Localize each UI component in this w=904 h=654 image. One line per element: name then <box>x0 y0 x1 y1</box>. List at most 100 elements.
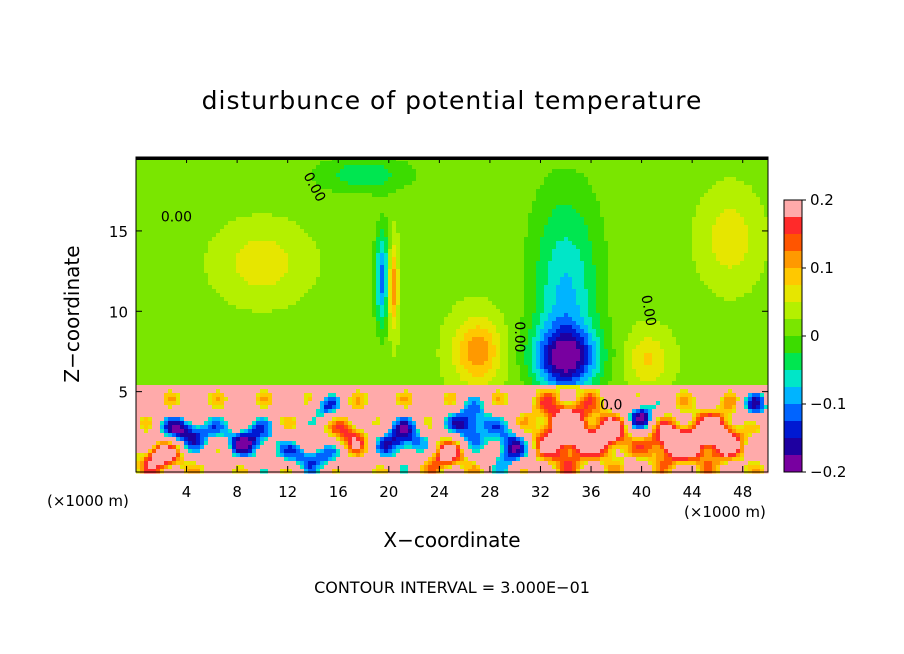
field-cell <box>392 249 397 254</box>
field-cell <box>520 201 525 206</box>
field-cell <box>572 173 577 178</box>
field-cell <box>364 269 369 274</box>
field-cell <box>672 189 677 194</box>
field-cell <box>492 233 497 238</box>
field-cell <box>536 245 541 250</box>
field-cell <box>152 273 157 278</box>
field-cell <box>592 181 597 186</box>
field-cell <box>484 245 489 250</box>
field-cell <box>476 257 481 262</box>
field-cell <box>696 221 701 226</box>
field-cell <box>512 209 517 214</box>
field-cell <box>536 225 541 230</box>
field-cell <box>500 217 505 222</box>
field-cell <box>244 201 249 206</box>
field-cell <box>484 181 489 186</box>
field-cell <box>696 217 701 222</box>
field-cell <box>676 185 681 190</box>
field-cell <box>372 209 377 214</box>
field-cell <box>296 221 301 226</box>
field-cell <box>760 161 765 166</box>
field-cell <box>228 185 233 190</box>
field-cell <box>496 249 501 254</box>
field-cell <box>140 249 145 254</box>
field-cell <box>436 253 441 258</box>
field-cell <box>384 169 389 174</box>
field-cell <box>760 245 765 250</box>
field-cell <box>564 185 569 190</box>
field-cell <box>568 209 573 214</box>
field-cell <box>532 193 537 198</box>
field-cell <box>460 245 465 250</box>
field-cell <box>372 169 377 174</box>
field-cell <box>192 165 197 170</box>
field-cell <box>704 257 709 262</box>
field-cell <box>692 233 697 238</box>
field-cell <box>300 261 305 266</box>
field-cell <box>468 169 473 174</box>
field-cell <box>244 277 249 282</box>
field-cell <box>276 161 281 166</box>
field-cell <box>156 237 161 242</box>
field-cell <box>212 185 217 190</box>
field-cell <box>468 197 473 202</box>
field-cell <box>696 201 701 206</box>
field-cell <box>440 221 445 226</box>
field-cell <box>340 237 345 242</box>
field-cell <box>148 237 153 242</box>
field-cell <box>244 249 249 254</box>
field-cell <box>548 237 553 242</box>
field-cell <box>356 217 361 222</box>
field-cell <box>204 173 209 178</box>
field-cell <box>432 229 437 234</box>
field-cell <box>468 201 473 206</box>
field-cell <box>320 197 325 202</box>
field-cell <box>432 189 437 194</box>
field-cell <box>276 169 281 174</box>
field-cell <box>364 221 369 226</box>
field-cell <box>720 177 725 182</box>
field-cell <box>492 217 497 222</box>
field-cell <box>320 265 325 270</box>
field-cell <box>708 265 713 270</box>
field-cell <box>608 261 613 266</box>
field-cell <box>136 205 141 210</box>
field-cell <box>296 257 301 262</box>
field-cell <box>488 161 493 166</box>
field-cell <box>624 233 629 238</box>
field-cell <box>480 205 485 210</box>
field-cell <box>296 161 301 166</box>
field-cell <box>732 269 737 274</box>
field-cell <box>180 253 185 258</box>
field-cell <box>496 205 501 210</box>
field-cell <box>636 209 641 214</box>
field-cell <box>304 189 309 194</box>
field-cell <box>724 221 729 226</box>
field-cell <box>196 193 201 198</box>
field-cell <box>512 193 517 198</box>
field-cell <box>168 201 173 206</box>
field-cell <box>728 249 733 254</box>
field-cell <box>212 221 217 226</box>
field-cell <box>296 281 301 286</box>
field-cell <box>504 253 509 258</box>
field-cell <box>428 209 433 214</box>
field-cell <box>728 181 733 186</box>
field-cell <box>140 213 145 218</box>
field-cell <box>732 237 737 242</box>
field-cell <box>692 229 697 234</box>
field-cell <box>360 273 365 278</box>
field-cell <box>156 173 161 178</box>
field-cell <box>624 237 629 242</box>
field-cell <box>600 205 605 210</box>
field-cell <box>568 217 573 222</box>
field-cell <box>684 253 689 258</box>
field-cell <box>296 265 301 270</box>
field-cell <box>604 221 609 226</box>
field-cell <box>592 265 597 270</box>
field-cell <box>420 161 425 166</box>
field-cell <box>212 165 217 170</box>
field-cell <box>352 161 357 166</box>
field-cell <box>196 197 201 202</box>
field-cell <box>612 265 617 270</box>
